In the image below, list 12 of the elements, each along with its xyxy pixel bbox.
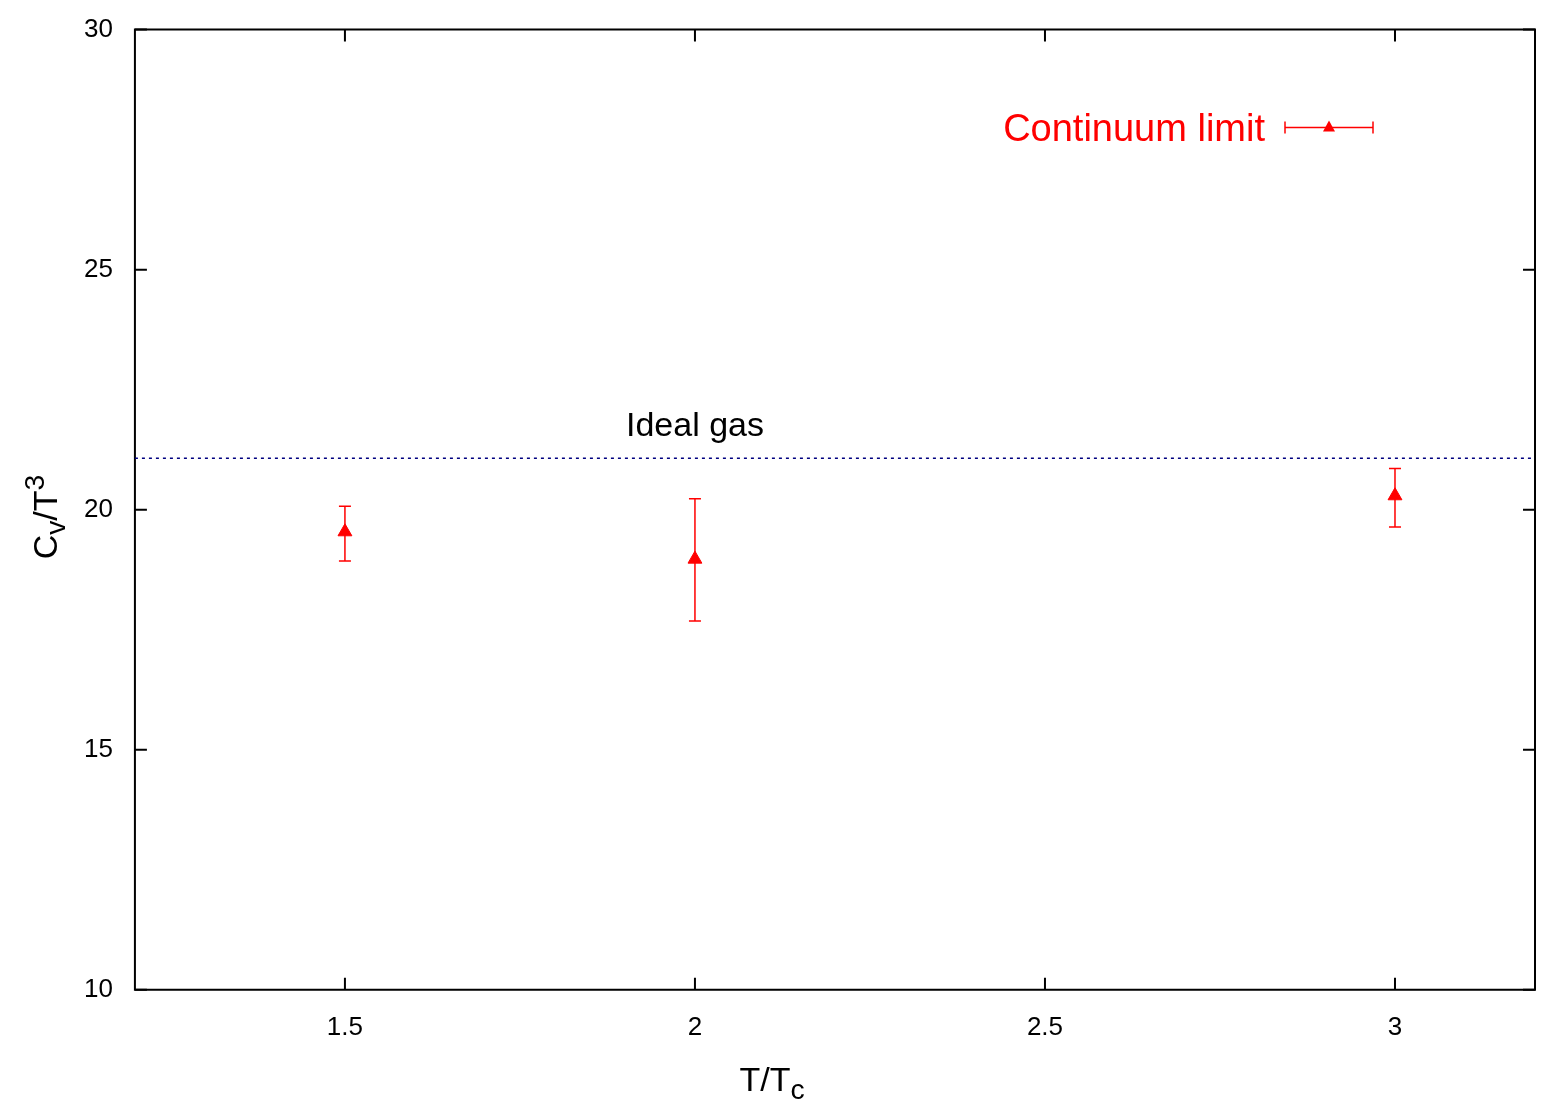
legend-label: Continuum limit: [1003, 106, 1265, 150]
x-tick-label: 2: [687, 1010, 703, 1041]
y-tick-label: 10: [84, 972, 113, 1003]
x-tick-label: 1.5: [326, 1010, 364, 1041]
y-tick-label: 25: [84, 252, 113, 283]
y-tick-label: 30: [84, 12, 113, 43]
x-tick-label: 3: [1387, 1010, 1403, 1041]
ref-line-label: Ideal gas: [625, 404, 764, 443]
y-tick-label: 15: [84, 732, 113, 763]
y-tick-label: 20: [84, 492, 113, 523]
x-tick-label: 2.5: [1026, 1010, 1064, 1041]
x-axis-title: T/T$_{c}$: [738, 1060, 806, 1106]
